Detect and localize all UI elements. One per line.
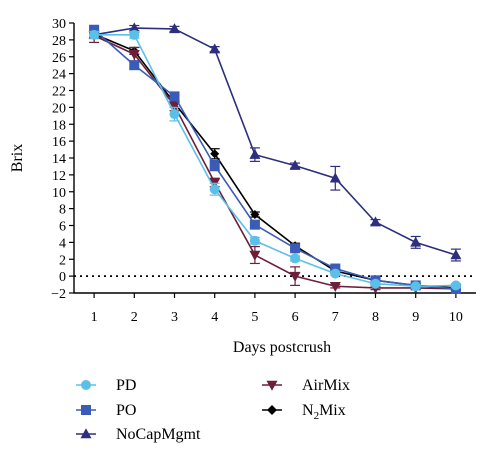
legend-label: PO: [116, 402, 136, 419]
data-point: [128, 49, 140, 60]
legend-item: PO: [76, 402, 136, 419]
y-tick-label: 26: [52, 51, 66, 66]
y-tick-label: 18: [52, 118, 66, 133]
data-point: [210, 149, 220, 159]
y-tick-label: 16: [52, 135, 66, 150]
series-airmix: [88, 28, 462, 295]
y-tick-label: 30: [52, 17, 66, 32]
series-line: [93, 29, 456, 290]
x-tick-label: 2: [131, 310, 138, 325]
x-tick-label: 4: [211, 310, 218, 325]
legend-marker: [80, 428, 92, 439]
legend-marker: [81, 405, 91, 415]
y-tick-label: 22: [52, 85, 66, 100]
legend-item: PD: [76, 377, 136, 394]
data-point: [450, 249, 462, 260]
legend-label: PD: [116, 377, 136, 394]
data-point: [209, 160, 220, 171]
data-point: [370, 278, 381, 289]
data-point: [289, 271, 301, 282]
series-line: [93, 27, 457, 256]
series-nocapmgmt: [88, 22, 462, 262]
series-group: [88, 22, 462, 295]
data-point: [330, 263, 341, 274]
x-tick-label: 8: [372, 310, 379, 325]
data-point: [89, 29, 100, 40]
y-tick-label: −2: [51, 287, 66, 302]
legend-marker: [81, 380, 91, 390]
data-point: [249, 235, 260, 246]
y-tick-label: 4: [59, 236, 66, 251]
data-point: [169, 109, 180, 120]
data-point: [209, 43, 221, 54]
series-pd: [89, 29, 461, 292]
data-point: [410, 281, 421, 292]
data-point: [129, 60, 140, 71]
y-tick-label: 0: [59, 270, 66, 285]
series-line: [94, 34, 456, 288]
y-tick-label: 2: [59, 253, 66, 268]
y-tick-label: 14: [52, 152, 66, 167]
x-tick-label: 6: [292, 310, 299, 325]
data-point: [169, 23, 180, 34]
data-point: [169, 91, 180, 102]
legend-marker: [267, 405, 277, 415]
x-tick-label: 7: [332, 310, 339, 325]
data-point: [89, 24, 100, 35]
legend-label: AirMix: [302, 377, 350, 394]
data-point: [249, 250, 261, 261]
x-tick-label: 9: [412, 310, 419, 325]
data-point: [128, 22, 140, 33]
data-point: [410, 236, 422, 247]
legend: PD PO NoCapMgmt AirMix N2Mix: [76, 377, 350, 443]
legend-label: N2Mix: [302, 402, 346, 422]
y-axis-title: Brix: [9, 144, 26, 172]
data-point: [250, 210, 260, 220]
legend-item: NoCapMgmt: [76, 426, 201, 443]
x-tick-label: 1: [91, 310, 98, 325]
y-tick-label: 24: [52, 68, 66, 83]
x-tick-label: 10: [449, 310, 463, 325]
data-point: [129, 29, 140, 40]
data-point: [169, 101, 180, 112]
data-point: [249, 148, 261, 159]
y-tick-label: 10: [52, 186, 66, 201]
y-tick-label: 12: [52, 169, 66, 184]
legend-label: NoCapMgmt: [116, 426, 201, 443]
legend-marker: [266, 380, 278, 391]
data-point: [329, 282, 341, 292]
legend-item: N2Mix: [262, 402, 346, 422]
x-axis-title: Days postcrush: [233, 339, 331, 356]
legend-item: AirMix: [262, 377, 350, 394]
y-tick-label: 20: [52, 101, 66, 116]
data-point: [290, 253, 301, 264]
data-point: [370, 216, 381, 227]
data-point: [249, 219, 260, 230]
x-tick-label: 5: [251, 310, 258, 325]
y-tick-label: 6: [59, 220, 66, 235]
data-point: [209, 184, 220, 195]
y-tick-label: 8: [59, 203, 66, 218]
x-tick-label: 3: [171, 310, 178, 325]
data-point: [329, 172, 341, 183]
data-point: [330, 268, 341, 279]
data-point: [290, 243, 301, 254]
series-line: [93, 34, 456, 290]
data-point: [450, 280, 461, 291]
y-tick-label: 28: [52, 34, 66, 49]
data-point: [289, 159, 301, 170]
